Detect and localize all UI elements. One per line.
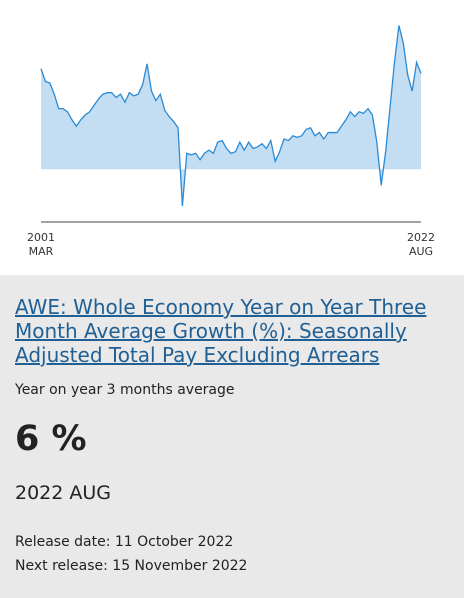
x-tick-month: AUG [409,245,433,258]
release-date: Release date: 11 October 2022 [15,534,234,550]
area [41,25,421,207]
x-tick-year: 2022 [407,231,435,244]
x-tick-month: MAR [29,245,54,258]
series-title-link[interactable]: AWE: Whole Economy Year on Year Three Mo… [15,295,427,367]
x-tick-year: 2001 [27,231,55,244]
info-card: AWE: Whole Economy Year on Year Three Mo… [0,275,464,598]
latest-period: 2022 AUG [15,482,112,504]
latest-value: 6 % [15,419,87,459]
measure-description: Year on year 3 months average [15,382,235,398]
line [40,25,422,207]
next-release: Next release: 15 November 2022 [15,558,248,574]
